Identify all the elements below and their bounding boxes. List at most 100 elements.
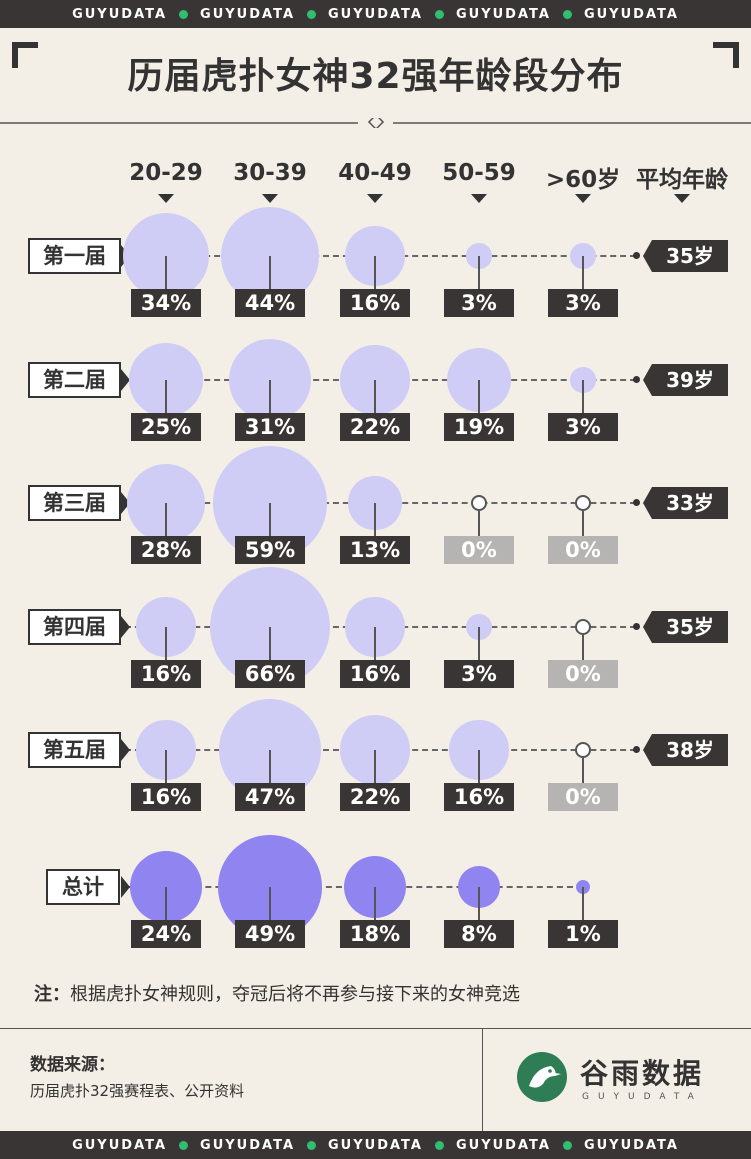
- band-text: GUYUDATA: [72, 1137, 168, 1153]
- band-text: GUYUDATA: [455, 6, 551, 22]
- column-header-arrow-icon: [158, 194, 174, 203]
- percent-label: 22%: [340, 413, 410, 441]
- percent-label: 22%: [340, 783, 410, 811]
- top-band-inner: GUYUDATA GUYUDATA GUYUDATA GUYUDATA GUYUDATA: [0, 0, 751, 28]
- band-dot-icon: [179, 9, 189, 19]
- row-label-arrow-icon: [121, 492, 130, 514]
- average-badge-tip-icon: [643, 364, 652, 396]
- band-dot-icon: [307, 1140, 317, 1150]
- logo-bird-icon: [517, 1052, 567, 1102]
- label-stem: [165, 380, 167, 413]
- average-dot-icon: [633, 499, 640, 506]
- band-dot-icon: [562, 9, 572, 19]
- column-header: >60岁: [545, 167, 621, 193]
- top-band: GUYUDATA GUYUDATA GUYUDATA GUYUDATA GUYUDATA: [0, 0, 751, 28]
- label-stem: [582, 256, 584, 289]
- source-heading: 数据来源：: [30, 1055, 115, 1075]
- empty-marker-icon: [575, 495, 591, 511]
- column-header: 40-49: [338, 160, 412, 186]
- label-stem: [165, 627, 167, 660]
- percent-label: 24%: [131, 920, 201, 948]
- percent-label: 16%: [340, 660, 410, 688]
- percent-label: 25%: [131, 413, 201, 441]
- average-dot-icon: [633, 746, 640, 753]
- band-dot-icon: [179, 1140, 189, 1150]
- average-age-badge: 33岁: [652, 487, 728, 519]
- label-stem: [374, 627, 376, 660]
- column-header: 平均年龄: [636, 167, 728, 193]
- column-header: 50-59: [442, 160, 516, 186]
- percent-label: 47%: [235, 783, 305, 811]
- average-age-badge: 39岁: [652, 364, 728, 396]
- label-stem: [478, 380, 480, 413]
- percent-label: 16%: [131, 783, 201, 811]
- average-badge-tip-icon: [643, 611, 652, 643]
- average-badge-tip-icon: [643, 734, 652, 766]
- column-header: 20-29: [129, 160, 203, 186]
- page-title: 历届虎扑女神32强年龄段分布: [127, 56, 624, 97]
- average-dot-icon: [633, 623, 640, 630]
- footer-divider: [0, 1028, 751, 1029]
- percent-label: 31%: [235, 413, 305, 441]
- row-label: 第四届: [28, 609, 121, 645]
- bottom-band: GUYUDATA GUYUDATA GUYUDATA GUYUDATA GUYUDATA: [0, 1131, 751, 1159]
- percent-label: 16%: [340, 289, 410, 317]
- band-text: GUYUDATA: [72, 6, 168, 22]
- title-divider: [0, 118, 751, 128]
- band-text: GUYUDATA: [455, 1137, 551, 1153]
- label-stem: [478, 887, 480, 920]
- percent-label: 0%: [548, 783, 618, 811]
- column-header-arrow-icon: [367, 194, 383, 203]
- label-stem: [374, 256, 376, 289]
- band-dot-icon: [562, 1140, 572, 1150]
- percent-label: 16%: [131, 660, 201, 688]
- column-header-arrow-icon: [575, 194, 591, 203]
- label-stem: [269, 750, 271, 783]
- percent-label: 1%: [548, 920, 618, 948]
- label-stem: [374, 503, 376, 536]
- band-text: GUYUDATA: [583, 6, 679, 22]
- label-stem: [582, 758, 584, 783]
- title-row: 历届虎扑女神32强年龄段分布: [0, 42, 751, 112]
- band-text: GUYUDATA: [200, 6, 296, 22]
- logo-bird-graphic: [529, 1066, 561, 1088]
- label-stem: [582, 380, 584, 413]
- corner-ornament-tr: [713, 42, 739, 68]
- label-stem: [582, 887, 584, 920]
- label-stem: [478, 750, 480, 783]
- label-stem: [269, 887, 271, 920]
- label-stem: [374, 887, 376, 920]
- row-label-arrow-icon: [121, 616, 130, 638]
- percent-label: 16%: [444, 783, 514, 811]
- empty-marker-icon: [575, 619, 591, 635]
- band-text: GUYUDATA: [583, 1137, 679, 1153]
- percent-label: 49%: [235, 920, 305, 948]
- label-stem: [165, 750, 167, 783]
- average-dot-icon: [633, 252, 640, 259]
- percent-label: 59%: [235, 536, 305, 564]
- row-label: 总计: [46, 869, 120, 905]
- footer-vertical-divider: [482, 1028, 483, 1131]
- percent-label: 3%: [444, 660, 514, 688]
- percent-label: 3%: [444, 289, 514, 317]
- label-stem: [582, 511, 584, 536]
- percent-label: 44%: [235, 289, 305, 317]
- label-stem: [269, 256, 271, 289]
- footnote-label: 注：: [34, 984, 70, 1005]
- percent-label: 3%: [548, 289, 618, 317]
- empty-marker-icon: [471, 495, 487, 511]
- column-header-arrow-icon: [262, 194, 278, 203]
- label-stem: [165, 887, 167, 920]
- label-stem: [269, 380, 271, 413]
- label-stem: [165, 256, 167, 289]
- label-stem: [269, 503, 271, 536]
- average-age-badge: 35岁: [652, 611, 728, 643]
- band-dot-icon: [434, 1140, 444, 1150]
- percent-label: 8%: [444, 920, 514, 948]
- row-label: 第三届: [28, 485, 121, 521]
- empty-marker-icon: [575, 742, 591, 758]
- percent-label: 0%: [548, 536, 618, 564]
- label-stem: [374, 380, 376, 413]
- label-stem: [165, 503, 167, 536]
- average-badge-tip-icon: [643, 240, 652, 272]
